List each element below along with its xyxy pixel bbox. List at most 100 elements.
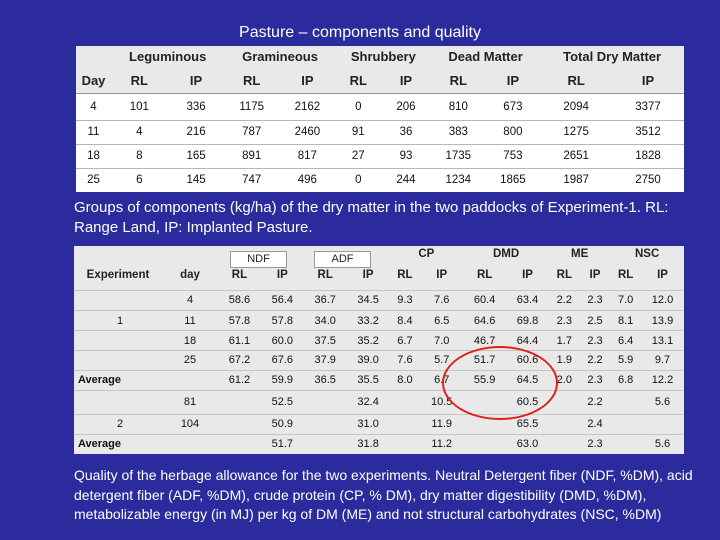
table-cell: 8.4 [389, 310, 421, 331]
table1-col-header: IP [279, 66, 336, 95]
table1-group: Total Dry Matter [563, 48, 662, 64]
table-cell: 59.9 [260, 369, 304, 391]
table1-body: 4 101 336 1175 2162 0 206 810 673 2094 3377 11 4 216 7… [76, 93, 684, 192]
table-cell [303, 413, 347, 435]
table-cell: 2.3 [579, 289, 611, 311]
table-cell: 13.1 [641, 330, 684, 351]
table-cell: 6.8 [610, 369, 642, 391]
table-cell: 5.9 [610, 350, 642, 371]
table-cell: 61.1 [218, 330, 261, 351]
table-cell: 9.3 [389, 289, 421, 311]
table-cell [162, 369, 218, 391]
table-cell: 2.3 [548, 310, 580, 331]
table-cell: 46.7 [463, 330, 507, 351]
table-cell: 810 [431, 93, 486, 121]
table-cell: 2094 [540, 93, 613, 121]
table-cell: 91 [335, 119, 381, 145]
table2-col-header: IP [276, 269, 288, 282]
slide-title: Pasture – components and quality [239, 24, 481, 41]
table1-col-header: RL [540, 66, 613, 95]
table-cell: 244 [380, 167, 432, 192]
table-cell: 6.7 [389, 330, 421, 351]
table2-col-header: RL [317, 269, 333, 282]
table-cell: 36.5 [303, 369, 347, 391]
table-cell [389, 433, 421, 454]
table-cell: 5.6 [641, 389, 684, 415]
table-cell: 39.0 [346, 350, 390, 371]
table1-col-header: RL [224, 66, 280, 95]
ndf-label: NDF [230, 251, 287, 268]
table-cell: 11 [76, 119, 111, 145]
table-cell [74, 389, 162, 415]
table-cell: 817 [279, 143, 336, 168]
table-cell: 8.0 [389, 369, 421, 391]
table2-group: CP [418, 247, 435, 260]
table2-body: 4 58.6 56.4 36.7 34.5 9.3 7.6 60.4 63.4 2.2 2.3 7.0… [74, 289, 684, 454]
table-cell: 60.4 [463, 289, 507, 311]
table-cell: 673 [485, 93, 541, 121]
table-cell: 56.4 [260, 289, 304, 311]
table-cell: 206 [380, 93, 432, 121]
table1-group: Gramineous [242, 48, 318, 64]
table2-row: 4 58.6 56.4 36.7 34.5 9.3 7.6 60.4 63.4 2.2 2.3 7.0… [74, 289, 684, 311]
table-cell: 2.4 [579, 413, 611, 435]
table-cell: 1828 [612, 143, 684, 168]
table1-col-header: IP [167, 66, 225, 95]
table1-col-header: Day [76, 66, 111, 95]
table-cell: 8 [111, 143, 168, 168]
table-cell: 12.0 [641, 289, 684, 311]
table-cell: 51.7 [260, 433, 304, 454]
table2-row: 25 67.2 67.6 37.9 39.0 7.6 5.7 51.7 60.6 1.9 2.2 5.… [74, 350, 684, 371]
table-cell: 145 [167, 167, 225, 192]
table-cell: 2.3 [579, 433, 611, 454]
table-cell [74, 289, 162, 311]
table-cell [162, 433, 218, 454]
table2-row: 2 104 50.9 31.0 11.9 65.5 2.4 [74, 413, 684, 435]
table-cell: 336 [167, 93, 225, 121]
table-cell: 33.2 [346, 310, 390, 331]
table-cell: 2460 [279, 119, 336, 145]
table2-col-header: IP [657, 269, 668, 282]
table-cell: 25 [162, 350, 218, 371]
table1-row: 11 4 216 787 2460 91 36 383 800 1275 3512 [76, 119, 684, 145]
table2-col-header: RL [556, 269, 572, 282]
table-cell [389, 389, 421, 415]
table-cell: 8.1 [610, 310, 642, 331]
table-cell: 11.2 [420, 433, 464, 454]
table1-group: Leguminous [129, 48, 207, 64]
table-cell: 216 [167, 119, 225, 145]
table2-col-header: RL [397, 269, 413, 282]
table-cell: 1175 [224, 93, 280, 121]
table-cell: 9.7 [641, 350, 684, 371]
table-cell [303, 433, 347, 454]
table-cell: 496 [279, 167, 336, 192]
table-cell: 61.2 [218, 369, 261, 391]
table-cell: 18 [76, 143, 111, 168]
table-cell: 2162 [279, 93, 336, 121]
table2-col-header: RL [476, 269, 493, 282]
table2-row: Average 61.2 59.9 36.5 35.5 8.0 6.7 55.9 64.5 2.0… [74, 369, 684, 391]
table-cell: 3512 [612, 119, 684, 145]
table-cell: 104 [162, 413, 218, 435]
table1-corner [76, 46, 111, 67]
table-cell: Average [74, 369, 162, 391]
table1-col-header: RL [431, 66, 486, 95]
table-cell: 32.4 [346, 389, 390, 415]
table-cell: 7.0 [610, 289, 642, 311]
table-cell: 2.5 [579, 310, 611, 331]
highlight-ellipse [442, 346, 558, 420]
table-cell: 36 [380, 119, 432, 145]
table1-col-header: IP [612, 66, 684, 95]
table-cell: 787 [224, 119, 280, 145]
table-cell: 37.5 [303, 330, 347, 351]
table-cell: 1865 [485, 167, 541, 192]
table2-row: 1 11 57.8 57.8 34.0 33.2 8.4 6.5 64.6 69.8 2.3 2.5 8… [74, 310, 684, 331]
table-cell: 13.9 [641, 310, 684, 331]
table2-row: 18 61.1 60.0 37.5 35.2 6.7 7.0 46.7 64.4 1.7 2.3 6.… [74, 330, 684, 351]
table-cell: 747 [224, 167, 280, 192]
table-cell: 1 [74, 310, 162, 331]
table2-corner [74, 246, 162, 261]
table2-row: Average 51.7 31.8 11.2 63.0 2.3 5.6 [74, 433, 684, 454]
table-cell: 6 [111, 167, 168, 192]
table-cell: 2.2 [548, 289, 580, 311]
